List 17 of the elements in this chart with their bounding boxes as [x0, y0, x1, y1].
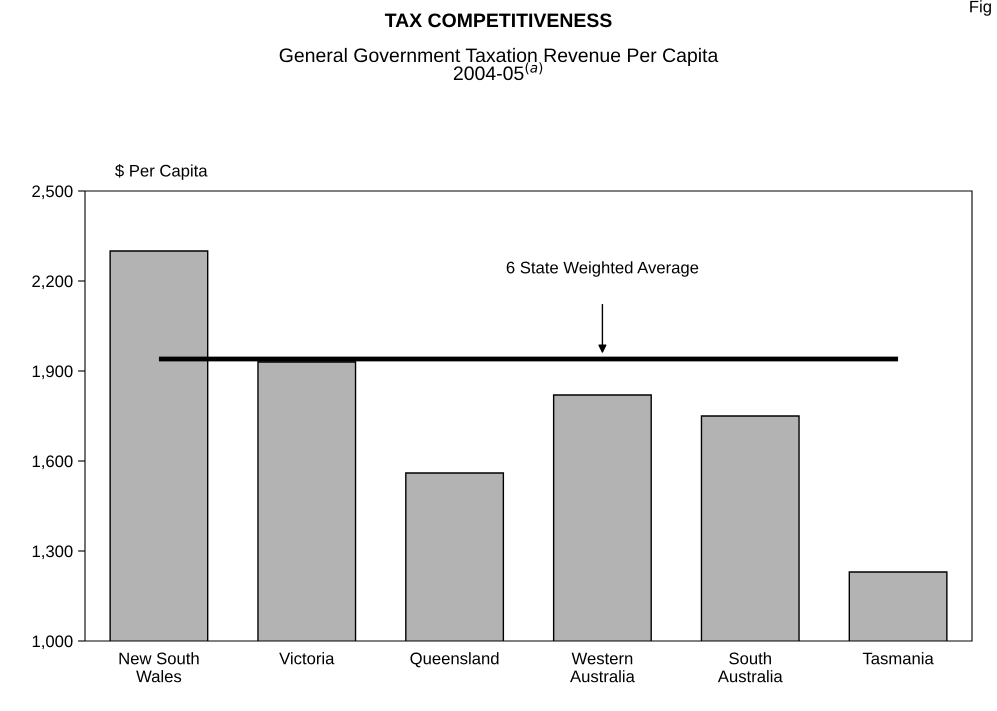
x-tick-label: South Australia: [718, 652, 783, 682]
y-tick-label: 2,500: [32, 185, 73, 200]
y-tick-label: 1,600: [32, 455, 73, 470]
chart-title: TAX COMPETITIVENESS: [384, 13, 612, 28]
x-tick-label: Western Australia: [570, 652, 635, 682]
x-tick-label: Queensland: [410, 652, 498, 668]
x-tick-label: Victoria: [279, 652, 334, 664]
y-tick-label: 1,300: [32, 545, 73, 560]
y-tick-label: 1,900: [32, 365, 73, 380]
chart-subtitle: General Government Taxation Revenue Per Capita 2004-05$^{(a)}$: [280, 48, 718, 80]
y-tick-label: 2,200: [32, 275, 73, 290]
y-axis-title: $ Per Capita: [115, 164, 208, 180]
x-tick-label: New South Wales: [120, 652, 199, 682]
ref-line-label: 6 State Weighted Average: [506, 261, 698, 277]
x-tick-label: Tasmania: [862, 652, 934, 664]
text: Fig: [970, 0, 991, 16]
y-tick-label: 1,000: [32, 635, 73, 650]
